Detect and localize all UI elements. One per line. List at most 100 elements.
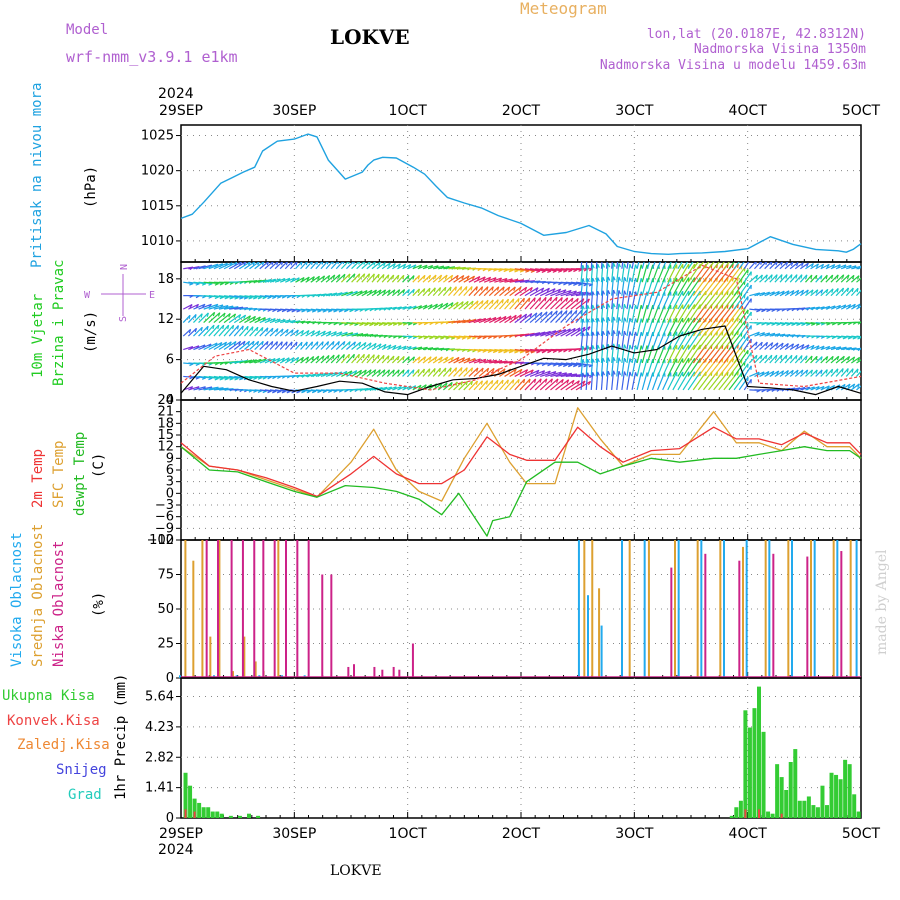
y-tick-label: −3	[155, 498, 174, 513]
y-tick-label: 12	[157, 312, 174, 327]
cloud-bar	[696, 540, 699, 678]
wind-arrow	[433, 335, 445, 339]
wind-arrow	[341, 291, 353, 297]
wind-arrow-head	[796, 323, 801, 327]
wind-arrow	[351, 341, 362, 350]
wind-arrow	[626, 277, 631, 296]
wind-arrow-head	[577, 327, 581, 332]
wind-arrow-head	[498, 350, 503, 354]
wind-arrow	[810, 369, 818, 377]
wind-arrow-head	[233, 313, 237, 318]
wind-arrow	[672, 371, 684, 391]
wind-arrow-head	[306, 330, 310, 335]
wind-arrow-head	[842, 336, 847, 340]
wind-arrow-head	[232, 325, 235, 330]
wind-arrow	[575, 326, 591, 337]
wind-arrow	[274, 262, 283, 270]
wind-arrow	[851, 356, 860, 364]
y-tick-label: 12	[157, 440, 174, 455]
wind-arrow	[830, 274, 839, 283]
wind-arrow	[540, 268, 557, 272]
wind-arrow-head	[587, 381, 592, 386]
wind-arrow-head	[623, 371, 627, 376]
wind-arrow	[550, 289, 567, 297]
wind-arrow	[636, 305, 642, 323]
wind-arrow-head	[592, 331, 595, 336]
wind-arrow	[611, 262, 613, 269]
wind-arrow	[560, 379, 575, 391]
wind-arrow	[555, 328, 571, 337]
wind-arrow-head	[541, 287, 545, 292]
wind-arrow	[799, 369, 809, 377]
wind-arrow-head	[539, 297, 542, 302]
wind-arrow-head	[470, 286, 473, 291]
wind-arrow-head	[440, 337, 445, 340]
wind-arrow	[595, 277, 599, 296]
wind-arrow	[208, 324, 220, 337]
wind-arrow-head	[382, 355, 385, 360]
wind-arrow	[810, 386, 820, 391]
wind-arrow-head	[291, 357, 295, 362]
wind-arrow	[325, 354, 335, 364]
wind-arrow-head	[623, 344, 627, 349]
wind-arrow	[341, 332, 353, 337]
wind-arrow-head	[582, 278, 585, 283]
wind-arrow	[269, 341, 278, 350]
wind-arrow-head	[317, 275, 320, 281]
wind-arrow	[269, 389, 281, 392]
wind-arrow-head	[618, 343, 621, 349]
wind-arrow	[815, 385, 825, 391]
wind-arrow-head	[831, 264, 836, 269]
wind-arrow-head	[433, 368, 436, 373]
wind-arrow	[254, 327, 264, 337]
wind-arrow-head	[847, 383, 851, 388]
cloud-bar	[742, 546, 744, 678]
x-tick-label: 3OCT	[615, 826, 654, 842]
wind-arrow-head	[224, 282, 229, 286]
wind-arrow	[356, 262, 365, 270]
wind-arrow-head	[571, 379, 575, 385]
wind-arrow-head	[786, 323, 791, 327]
wind-arrow	[325, 308, 338, 312]
wind-arrow-head	[482, 276, 486, 281]
wind-arrow-head	[496, 380, 499, 385]
wind-arrow-head	[372, 354, 375, 359]
wind-arrow	[504, 268, 519, 272]
wind-arrow	[545, 371, 562, 378]
wind-arrow-head	[801, 344, 805, 349]
wind-arrow	[463, 318, 476, 324]
wind-arrow	[453, 286, 463, 297]
wind-arrow	[295, 374, 306, 378]
wind-arrow	[616, 344, 620, 364]
wind-arrow	[651, 262, 656, 269]
wind-arrow-head	[262, 390, 267, 394]
wind-arrow-head	[477, 349, 482, 353]
wind-arrow	[407, 356, 415, 364]
wind-arrow	[540, 288, 556, 297]
wind-arrow-head	[372, 273, 375, 278]
precip-bar	[743, 710, 748, 818]
wind-arrow	[488, 379, 499, 391]
wind-arrow	[646, 331, 654, 350]
wind-arrow	[774, 290, 785, 297]
wind-arrow	[550, 297, 563, 310]
wind-arrow	[478, 317, 492, 324]
wind-arrow	[340, 341, 351, 350]
wind-arrow	[759, 332, 770, 337]
wind-arrow	[488, 286, 500, 297]
wind-arrow-head	[623, 330, 627, 336]
wind-arrow	[254, 317, 266, 324]
wind-arrow	[585, 318, 589, 337]
wind-arrow	[458, 335, 471, 339]
wind-arrow-head	[475, 380, 478, 385]
wind-arrow	[565, 362, 583, 366]
wind-arrow-head	[369, 289, 373, 294]
wind-arrow	[636, 278, 642, 296]
wind-arrow	[188, 281, 200, 285]
wind-arrow	[290, 329, 299, 337]
wind-arrow-head	[820, 369, 823, 374]
wind-arrow-head	[737, 371, 739, 376]
wind-arrow-head	[825, 369, 828, 374]
wind-arrow-head	[780, 342, 784, 348]
